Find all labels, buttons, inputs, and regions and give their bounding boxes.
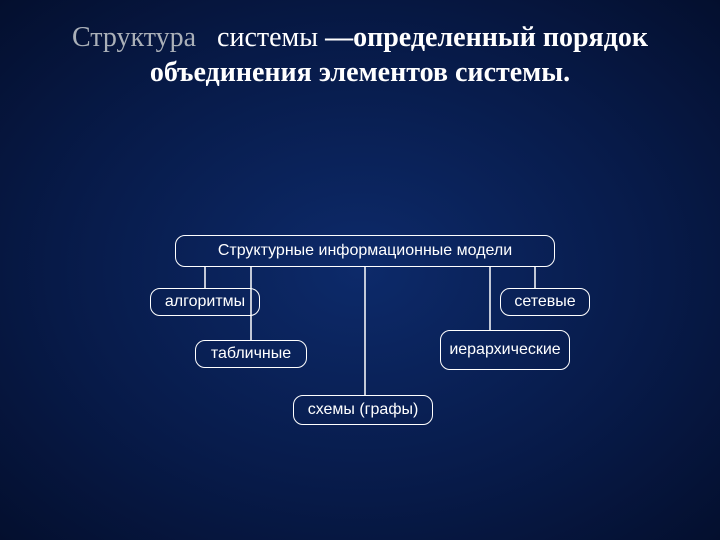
node-graph: схемы (графы) [293,395,433,425]
node-root: Структурные информационные модели [175,235,555,267]
page-title: Структура системы —определенный порядок … [0,0,720,90]
node-table: табличные [195,340,307,368]
title-part1: Структура [72,22,196,53]
node-net: сетевые [500,288,590,316]
node-hier: иерархические [440,330,570,370]
title-part2: системы [217,22,318,53]
node-algo: алгоритмы [150,288,260,316]
